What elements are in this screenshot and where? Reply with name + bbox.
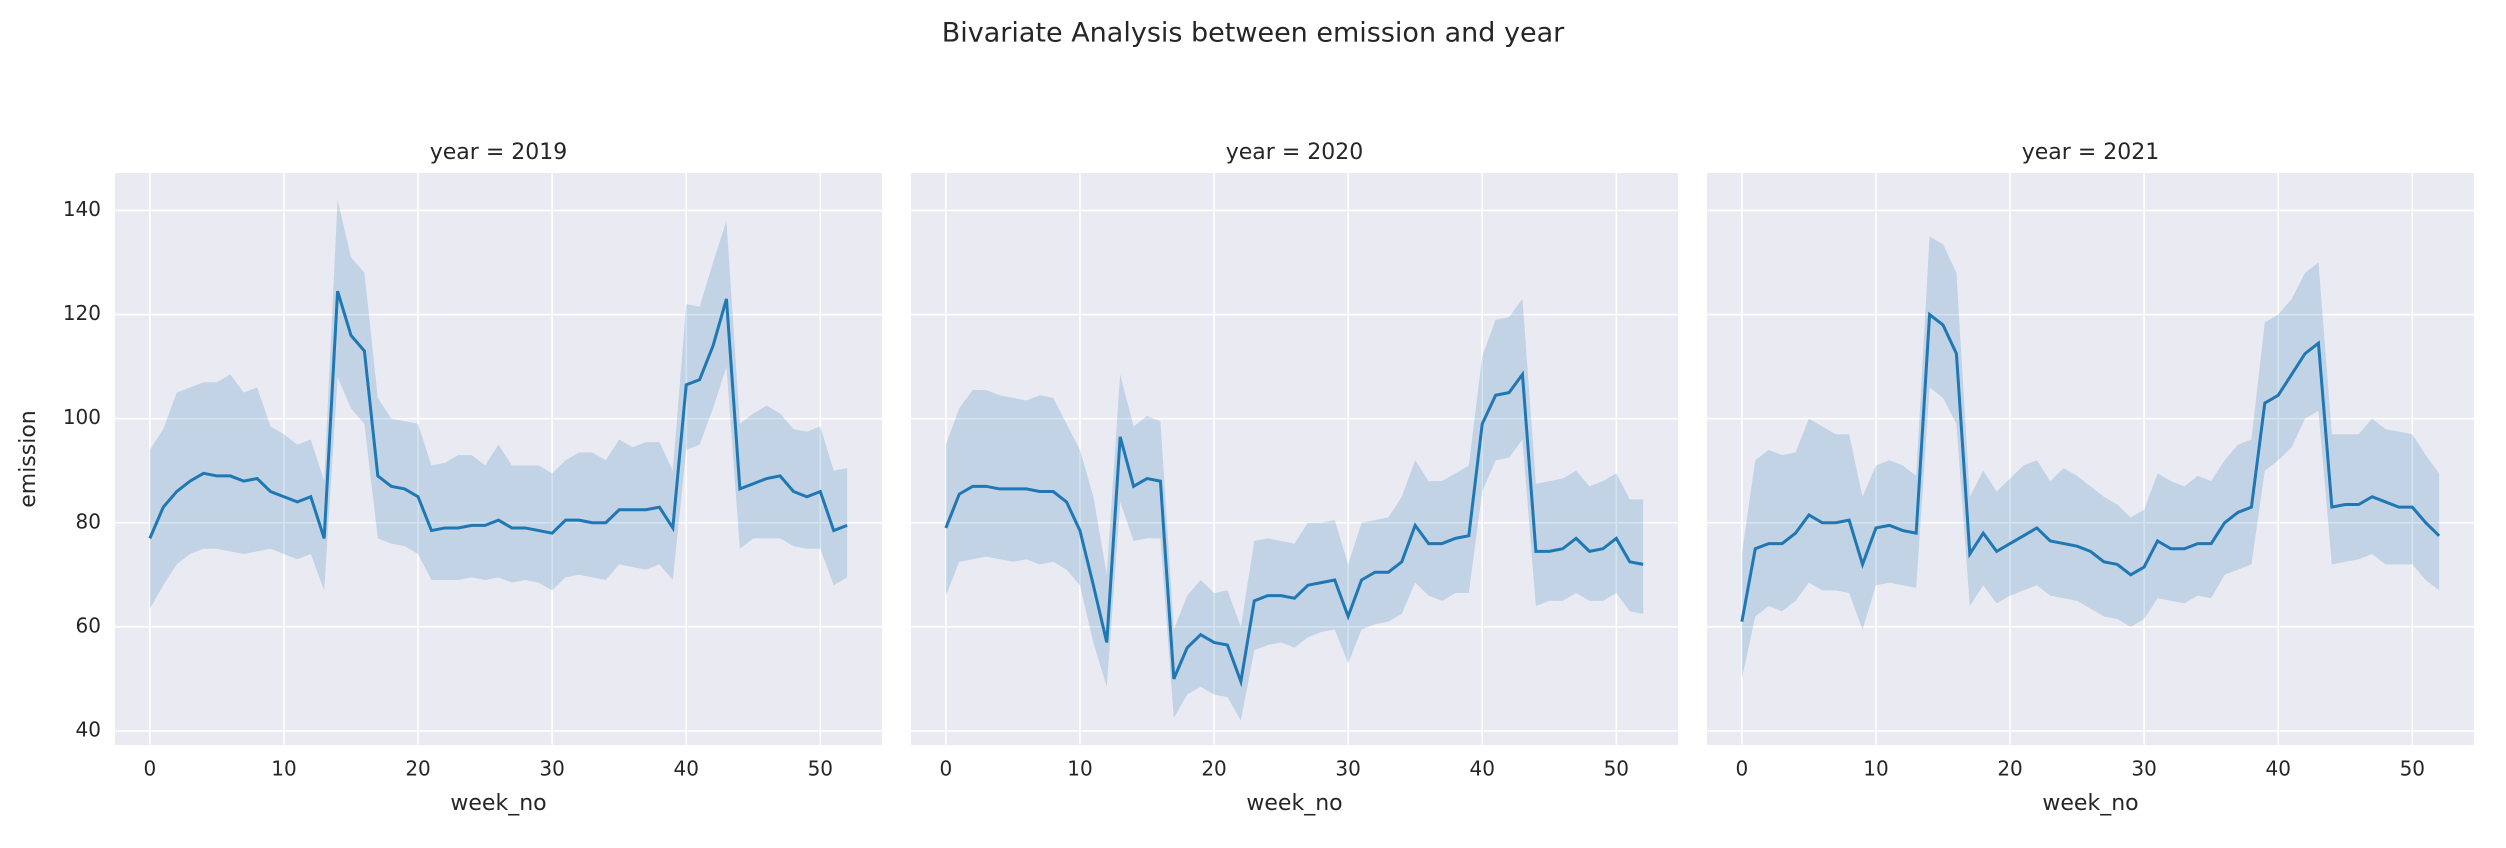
- x-tick-label: 40: [2266, 757, 2291, 781]
- confidence-band: [1741, 236, 2440, 679]
- facet-title: year = 2021: [2022, 140, 2160, 165]
- facet: 0 10 20 30 40 50 year = 2020 week_no: [911, 140, 1678, 816]
- x-tick-label: 20: [1201, 757, 1226, 781]
- confidence-band: [945, 298, 1644, 721]
- y-tick-label: 80: [76, 509, 101, 533]
- x-axis-label: week_no: [1246, 791, 1342, 816]
- x-tick-label: 50: [808, 757, 833, 781]
- x-tick-label: 50: [2400, 757, 2425, 781]
- x-tick-label: 40: [1470, 757, 1495, 781]
- x-tick-label: 0: [1735, 757, 1748, 781]
- x-tick-label: 0: [939, 757, 952, 781]
- y-tick-label: 40: [76, 717, 101, 741]
- facet: 0 10 20 30 40 50 year = 2021 week_no: [1707, 140, 2474, 816]
- y-tick-label: 60: [76, 613, 101, 637]
- plot-background: [115, 173, 882, 745]
- mean-line: [1740, 311, 2441, 622]
- y-tick-label: 100: [63, 405, 101, 429]
- x-tick-label: 20: [405, 757, 430, 781]
- x-tick-label: 10: [1863, 757, 1888, 781]
- x-tick-label: 20: [1997, 757, 2022, 781]
- x-tick-label: 50: [1604, 757, 1629, 781]
- x-tick-label: 30: [1335, 757, 1360, 781]
- x-tick-label: 0: [143, 757, 156, 781]
- y-tick-label: 140: [63, 197, 101, 221]
- plot-background: [1707, 173, 2474, 745]
- figure-title: Bivariate Analysis between emission and …: [942, 18, 1565, 49]
- mean-line: [944, 370, 1644, 688]
- x-tick-label: 10: [271, 757, 296, 781]
- confidence-band: [149, 200, 848, 609]
- x-tick-label: 10: [1067, 757, 1092, 781]
- y-axis-label: emission: [16, 410, 41, 508]
- x-axis-label: week_no: [2042, 791, 2138, 816]
- plot-background: [911, 173, 1678, 745]
- x-tick-label: 30: [2131, 757, 2156, 781]
- y-tick-label: 120: [63, 301, 101, 325]
- facet: 40 60 80 100 120 140 0 10 20 30 40 50 year = 2019 wee…: [16, 140, 882, 816]
- x-tick-label: 30: [539, 757, 564, 781]
- x-axis-label: week_no: [450, 791, 546, 816]
- facet-title: year = 2019: [430, 140, 568, 165]
- facet-title: year = 2020: [1226, 140, 1364, 165]
- mean-line: [148, 290, 848, 539]
- x-tick-label: 40: [674, 757, 699, 781]
